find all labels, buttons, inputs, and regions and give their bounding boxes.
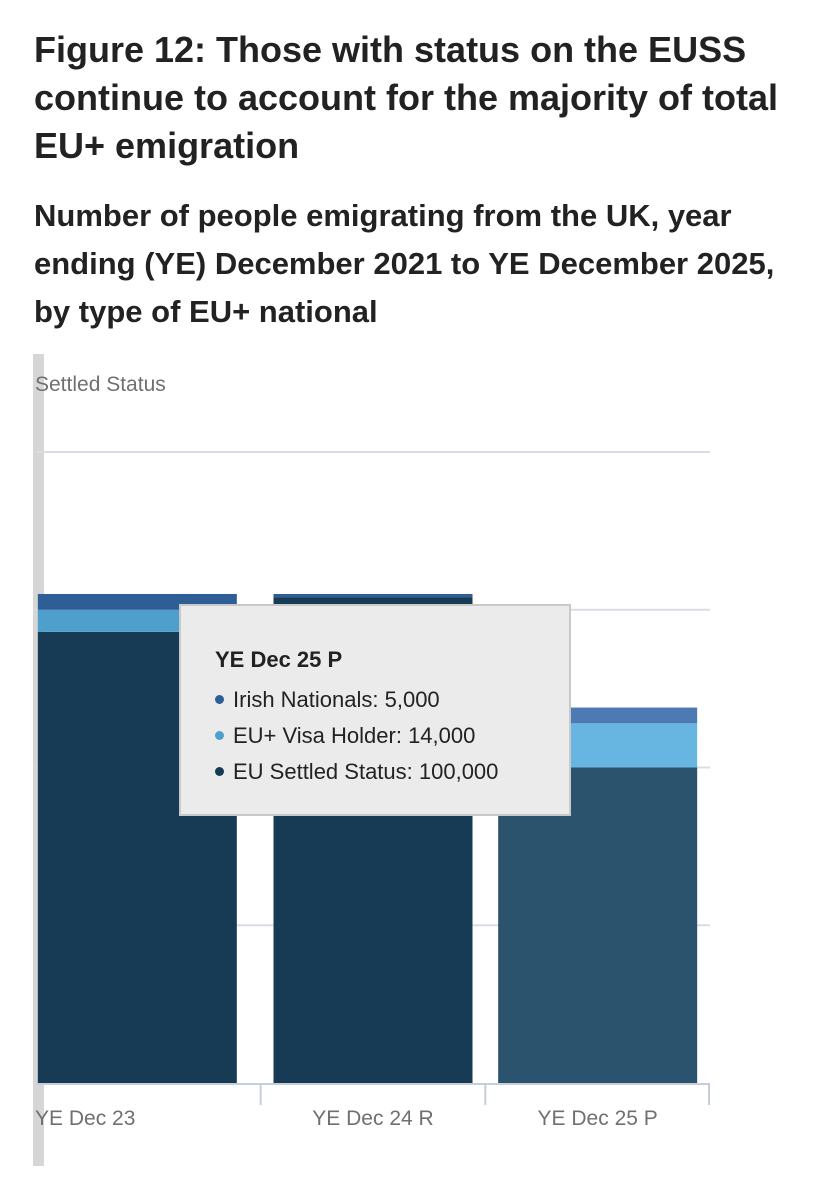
chart-title: Figure 12: Those with status on the EUSS… — [34, 29, 779, 166]
legend-dot-icon — [215, 694, 224, 704]
tooltip-row-label: Irish Nationals: 5,000 — [233, 687, 440, 712]
chart-subtitle: Number of people emigrating from the UK,… — [34, 198, 775, 329]
legend-partial-label: Settled Status — [35, 373, 166, 396]
legend-dot-icon — [215, 730, 224, 740]
legend-dot-icon — [215, 766, 224, 776]
x-tick-label: YE Dec 23 — [35, 1107, 135, 1130]
x-tick-label: YE Dec 24 R — [312, 1107, 433, 1130]
tooltip-row-eu-visa-holder: EU+ Visa Holder: 14,000 — [215, 718, 569, 754]
tooltip-row-eu-settled-status: EU Settled Status: 100,000 — [215, 754, 569, 790]
x-axis: YE Dec 23 YE Dec 24 R YE Dec 25 P — [35, 1083, 710, 1130]
bar-segment-irish-nationals[interactable] — [273, 593, 473, 598]
tooltip-row-label: EU+ Visa Holder: 14,000 — [233, 723, 476, 748]
bar-segment-eu-settled-status[interactable] — [498, 767, 698, 1084]
tooltip-row-label: EU Settled Status: 100,000 — [233, 759, 499, 784]
tooltip-row-irish-nationals: Irish Nationals: 5,000 — [215, 682, 569, 718]
tooltip-title: YE Dec 25 P — [215, 647, 343, 672]
chart-tooltip: YE Dec 25 P Irish Nationals: 5,000 EU+ V… — [179, 604, 571, 816]
x-tick-label: YE Dec 25 P — [538, 1107, 658, 1130]
